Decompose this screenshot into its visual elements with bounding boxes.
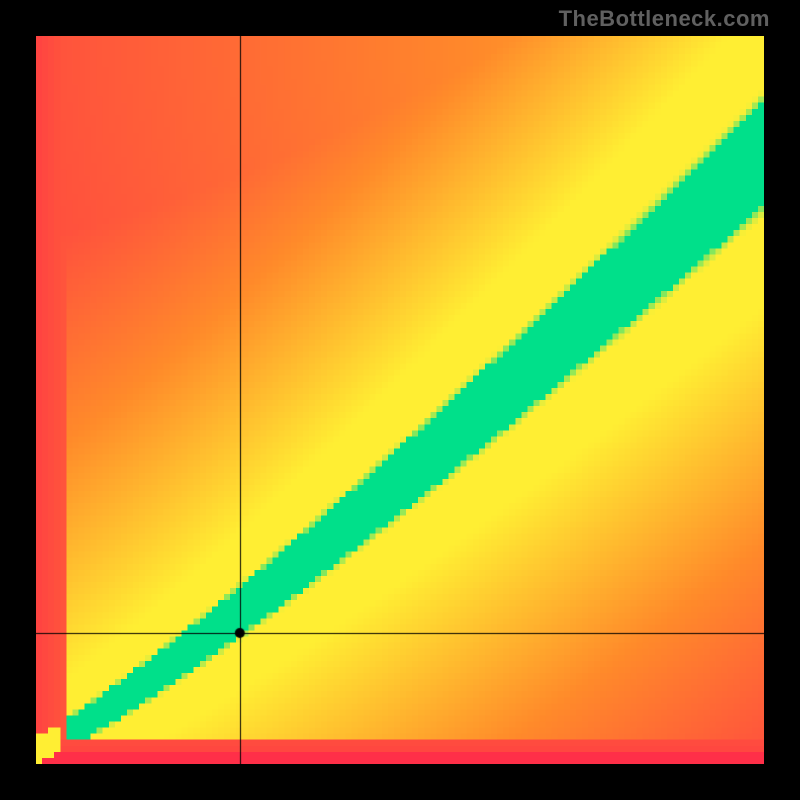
chart-container: TheBottleneck.com xyxy=(0,0,800,800)
plot-area xyxy=(36,36,764,764)
watermark-text: TheBottleneck.com xyxy=(559,6,770,32)
bottleneck-heatmap xyxy=(36,36,764,764)
